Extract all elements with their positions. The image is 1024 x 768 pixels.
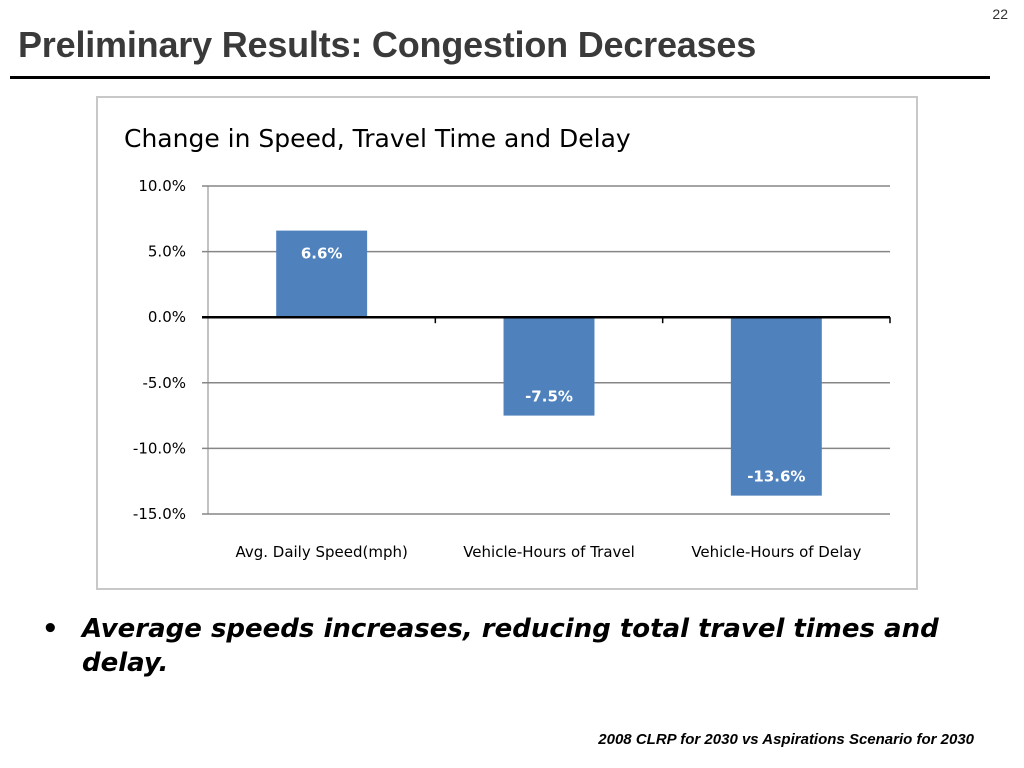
bar-chart: Change in Speed, Travel Time and Delay 1… — [124, 124, 891, 561]
y-tick-label: 5.0% — [148, 243, 186, 261]
chart-frame: Change in Speed, Travel Time and Delay 1… — [96, 96, 918, 590]
data-label: 6.6% — [301, 245, 343, 263]
x-axis-labels: Avg. Daily Speed(mph) Vehicle-Hours of Tr… — [235, 543, 861, 561]
category-label: Vehicle-Hours of Delay — [691, 543, 861, 561]
y-tick-label: -5.0% — [142, 374, 186, 392]
bar — [730, 317, 822, 496]
y-tick-label: 0.0% — [148, 308, 186, 326]
bars — [276, 230, 822, 496]
y-tick-label: -10.0% — [133, 439, 186, 457]
y-tick-label: 10.0% — [138, 177, 186, 195]
slide-number: 22 — [992, 6, 1008, 22]
zero-axis — [202, 315, 891, 324]
bar — [503, 317, 595, 416]
data-label: -13.6% — [747, 468, 805, 486]
slide-title: Preliminary Results: Congestion Decrease… — [18, 24, 757, 65]
y-axis: 10.0% 5.0% 0.0% -5.0% -10.0% -15.0% — [133, 177, 209, 523]
bullet-point: • Average speeds increases, reducing tot… — [42, 612, 982, 680]
title-rule — [10, 76, 990, 79]
footer-text: 2008 CLRP for 2030 vs Aspirations Scenar… — [598, 731, 974, 748]
bar — [276, 230, 368, 318]
bullet-dot-icon: • — [42, 614, 59, 644]
chart-title: Change in Speed, Travel Time and Delay — [124, 124, 631, 153]
data-labels: 6.6% -7.5% -13.6% — [301, 245, 806, 486]
data-label: -7.5% — [525, 388, 573, 406]
y-tick-label: -15.0% — [133, 505, 186, 523]
category-label: Vehicle-Hours of Travel — [463, 543, 635, 561]
category-label: Avg. Daily Speed(mph) — [235, 543, 407, 561]
bullet-text: Average speeds increases, reducing total… — [82, 614, 939, 678]
